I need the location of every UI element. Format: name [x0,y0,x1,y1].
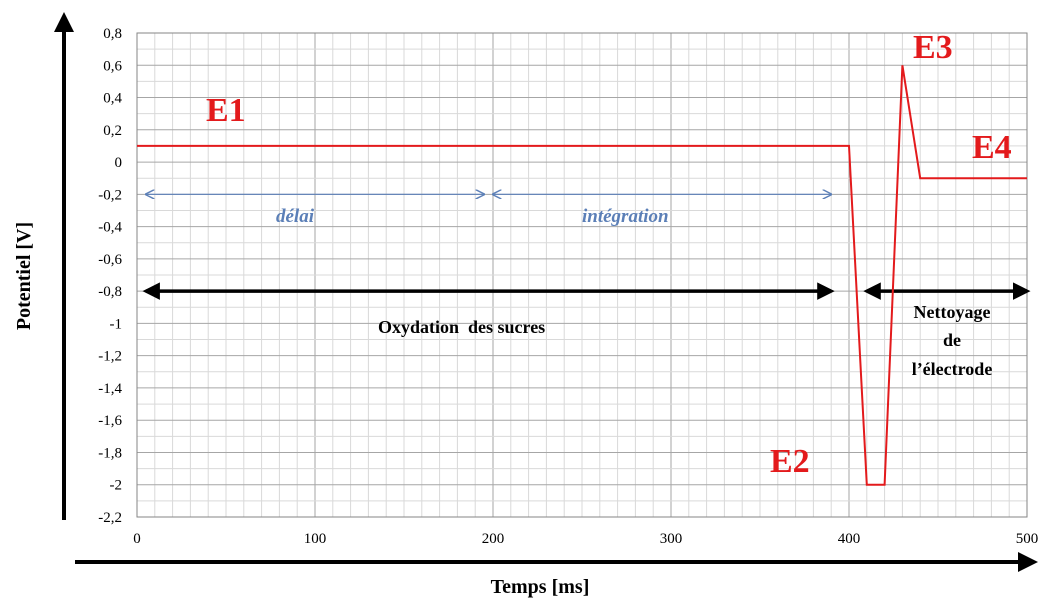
y-tick-label: -1,4 [98,381,122,397]
x-tick-label: 400 [838,531,861,547]
label-e1: E1 [206,92,246,129]
plot-border [136,32,1028,518]
label-integration: intégration [582,206,669,227]
x-tick-label: 500 [1016,531,1039,547]
x-axis-title: Temps [ms] [491,576,590,598]
label-oxydation: Oxydation des sucres [378,317,545,337]
label-nettoyage-3: l’électrode [912,359,993,379]
y-tick-label: -0,2 [98,187,122,203]
label-e3: E3 [913,29,953,66]
y-tick-label: -1,6 [98,413,122,429]
y-tick-label: -0,6 [98,252,122,268]
annotation-arrows [142,194,1031,300]
y-tick-label: 0,4 [103,91,122,107]
y-tick-label: 0 [115,155,123,171]
y-tick-label: -1,2 [98,349,122,365]
x-tick-labels: 0 100 200 300 400 500 [133,531,1038,547]
label-nettoyage-1: Nettoyage [914,302,991,322]
label-delai: délai [276,206,315,227]
x-tick-label: 300 [660,531,683,547]
series-line [137,65,1027,486]
y-tick-label: -2,2 [98,510,122,526]
label-nettoyage-2: de [943,330,961,350]
y-tick-label: -0,4 [98,220,122,236]
y-tick-label: -0,8 [98,284,122,300]
x-tick-label: 100 [304,531,327,547]
label-e4: E4 [972,129,1012,166]
y-tick-label: -2 [110,478,123,494]
y-tick-label: 0,6 [103,58,122,74]
label-e2: E2 [770,443,810,480]
y-tick-label: 0,2 [103,123,122,139]
y-tick-labels: 0,8 0,6 0,4 0,2 0 -0,2 -0,4 -0,6 -0,8 -1 -1,2 -1,4 -… [98,26,122,526]
x-tick-label: 200 [482,531,505,547]
x-tick-label: 0 [133,531,141,547]
y-axis-title: Potentiel [V] [13,222,35,330]
y-tick-label: -1 [110,316,123,332]
y-tick-label: 0,8 [103,26,122,42]
y-tick-label: -1,8 [98,445,122,461]
